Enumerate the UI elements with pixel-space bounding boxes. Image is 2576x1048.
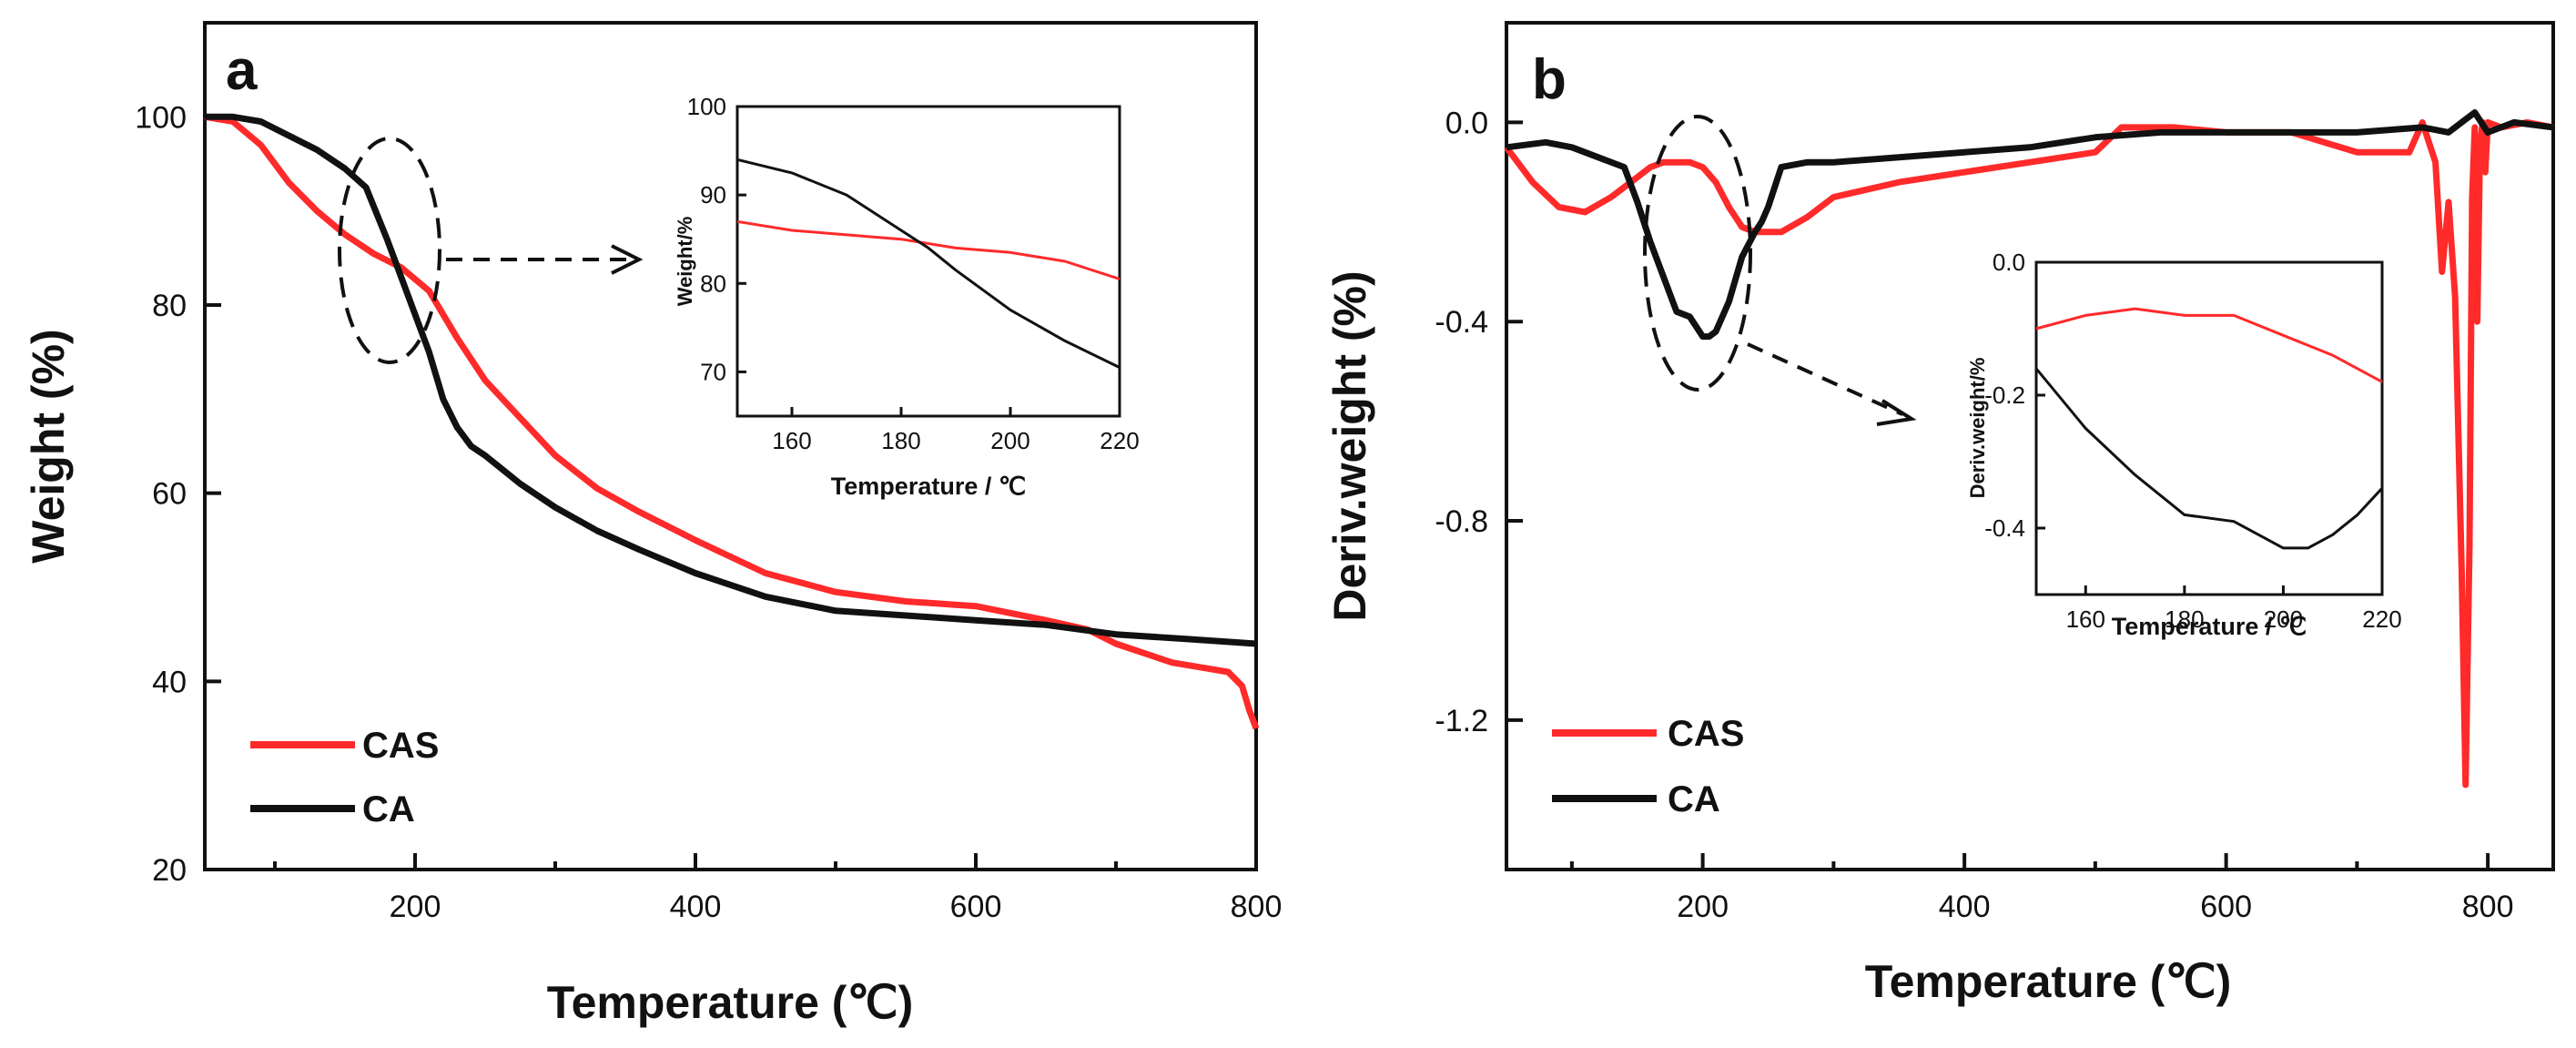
panel-b-series-cas	[1504, 118, 2554, 789]
panel-b-y-axis-label: Deriv.weight (%)	[1324, 270, 1375, 621]
panel-b-y-tick-label: 0.0	[1445, 106, 1488, 140]
panel-b-inset-x-tick-label: 220	[2362, 605, 2401, 633]
panel-b-inset-x-tick-label: 200	[2264, 605, 2303, 633]
panel-a-y-tick-label: 40	[152, 665, 187, 699]
panel-a-inset-y-tick-label: 100	[687, 93, 726, 120]
panel-b-inset-series-ca	[2034, 367, 2384, 550]
panel-b-chart: 200 400 600 800 -1.2 -0.8 -0.4 0.0 b Temperatur…	[1324, 21, 2555, 1007]
panel-a-inset-y-tick-label: 70	[700, 358, 726, 385]
panel-b-inset-x-tick-label: 160	[2066, 605, 2105, 633]
panel-b-series-ca	[1506, 109, 2554, 341]
panel-a-y-tick-label: 80	[152, 289, 187, 323]
panel-b-y-tick-label: -0.4	[1435, 305, 1488, 340]
panel-a-x-tick-label: 400	[670, 890, 722, 924]
panel-b-legend: CAS CA	[1552, 714, 1744, 819]
panel-a-inset-x-tick-label: 160	[772, 427, 811, 454]
panel-a-frame	[203, 21, 1258, 871]
panel-b-x-tick-label: 200	[1677, 890, 1729, 924]
panel-b-inset-y-label: Deriv.weight/%	[1966, 358, 1989, 499]
panel-b-legend-label-cas: CAS	[1668, 714, 1744, 754]
panel-a-inset-y-tick-label: 80	[700, 270, 726, 297]
panel-b-inset-y-tick-label: 0.0	[1993, 249, 2025, 276]
panel-a-x-tick-label: 600	[950, 890, 1002, 924]
panel-b-letter: b	[1532, 48, 1567, 111]
panel-b-inset-series-cas	[2035, 307, 2383, 383]
panel-b-highlight-ellipse	[1643, 115, 1752, 392]
panel-a-inset-x-label: Temperature / ℃	[831, 473, 1026, 500]
panel-b-inset-y-tick-label: -0.2	[1984, 382, 2025, 409]
panel-a-highlight-ellipse	[338, 137, 441, 364]
panel-b-inset-y-tick-label: -0.4	[1984, 514, 2025, 542]
panel-a-inset-x-tick-label: 200	[990, 427, 1029, 454]
panel-a-inset-series-ca	[736, 158, 1121, 369]
panel-a-series-ca	[205, 113, 1257, 647]
panel-a-inset-y-tick-label: 90	[700, 181, 726, 209]
panel-a-inset-series-cas	[736, 219, 1121, 280]
panel-a-y-tick-label: 60	[152, 477, 187, 512]
panel-b-inset: 160 180 200 220-0.4-0.20.0 Temperature / ℃ …	[1966, 249, 2402, 640]
panel-a-letter: a	[226, 39, 258, 102]
panel-b-x-axis-label: Temperature (℃)	[1865, 956, 2232, 1007]
panel-b-y-tick-label: -0.8	[1435, 504, 1488, 539]
panel-a-x-tick-label: 200	[390, 890, 441, 924]
panel-a-y-tick-label: 20	[152, 853, 187, 888]
panel-b-arrow-line	[1747, 342, 1903, 416]
panel-b-inset-x-tick-label: 180	[2165, 605, 2204, 633]
panel-b-arrow-head	[1876, 399, 1917, 426]
panel-a-inset-frame	[735, 105, 1121, 418]
panel-a-legend: CAS CA	[250, 726, 439, 829]
panel-b-frame	[1505, 21, 2555, 871]
panel-b-inset-x-label: Temperature / ℃	[2112, 613, 2307, 640]
panel-a-x-tick-label: 800	[1231, 890, 1283, 924]
panel-b-inset-frame	[2034, 260, 2384, 596]
panel-b-x-tick-label: 800	[2462, 890, 2514, 924]
panel-b-legend-label-ca: CA	[1668, 779, 1720, 819]
panel-a-inset-x-tick-label: 180	[881, 427, 920, 454]
panel-a-inset-x-tick-label: 220	[1100, 427, 1139, 454]
panel-a-y-tick-label: 100	[135, 100, 187, 135]
panel-a-legend-label-cas: CAS	[362, 726, 439, 766]
panel-a-y-axis-label: Weight (%)	[23, 329, 74, 563]
panel-a-x-axis-label: Temperature (℃)	[547, 977, 914, 1028]
panel-b-x-tick-label: 400	[1939, 890, 1991, 924]
panel-b-y-tick-label: -1.2	[1435, 704, 1488, 738]
panel-b-x-tick-label: 600	[2200, 890, 2252, 924]
panel-a-chart: 200 400 600 800 20 40 60 80 100 a Temperature (℃…	[23, 21, 1283, 1028]
panel-a-inset: 160 180 200 220 70 80 90 100 Temperature / ℃ We…	[674, 93, 1140, 500]
panel-a-arrow-head	[611, 244, 644, 275]
panel-a-inset-y-label: Weight/%	[674, 217, 696, 307]
panel-a-legend-label-ca: CA	[362, 789, 415, 829]
